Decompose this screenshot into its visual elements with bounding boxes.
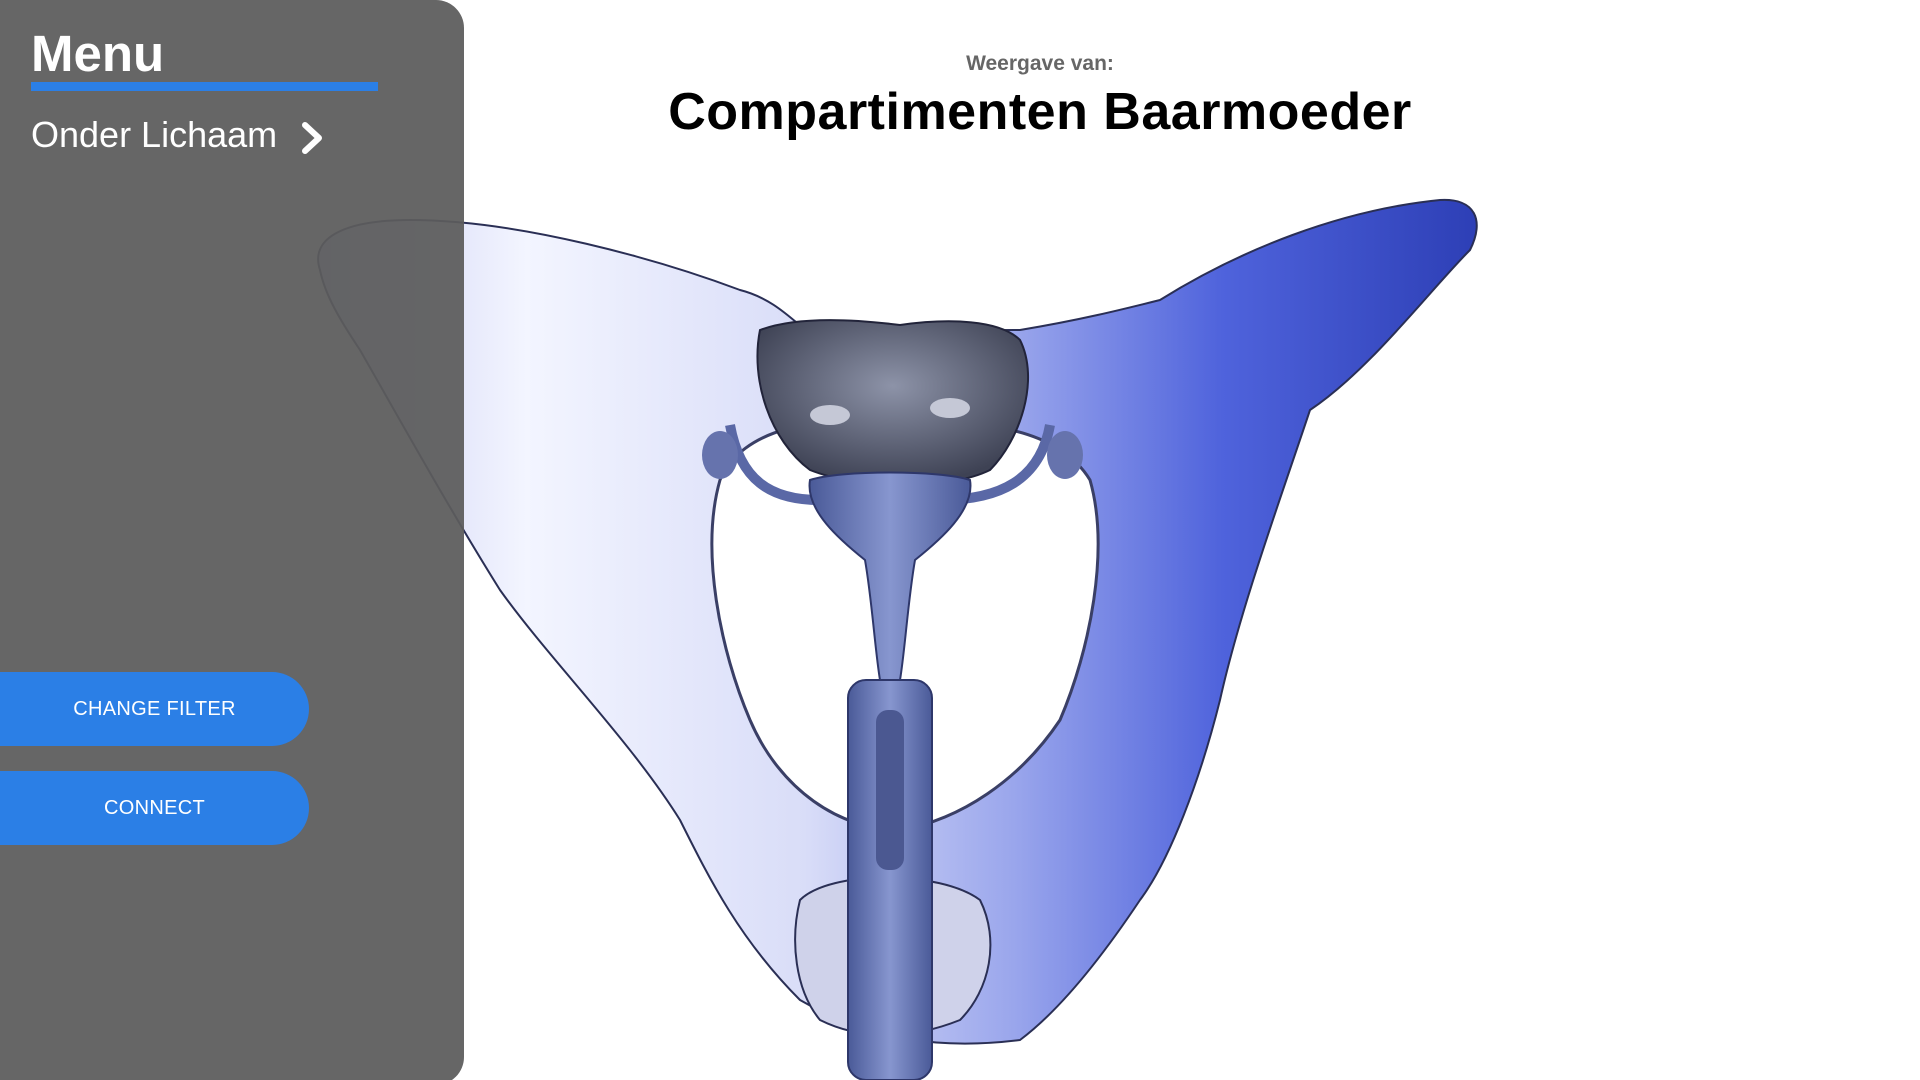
pelvis-model[interactable]	[300, 180, 1760, 1080]
view-subtitle: Weergave van:	[966, 52, 1114, 75]
connect-button[interactable]: CONNECT	[0, 771, 309, 845]
menu-item-onder-lichaam[interactable]: Onder Lichaam	[31, 114, 325, 156]
sacrum	[756, 319, 1029, 486]
change-filter-button[interactable]: CHANGE FILTER	[0, 672, 309, 746]
uterus	[808, 471, 972, 681]
chevron-right-icon	[299, 121, 325, 155]
sidebar-menu: Menu Onder Lichaam CHANGE FILTER CONNECT	[0, 0, 464, 1080]
menu-item-label: Onder Lichaam	[31, 114, 278, 155]
menu-title: Menu	[31, 25, 165, 82]
menu-title-underline	[31, 82, 378, 91]
view-title: Compartimenten Baarmoeder	[668, 83, 1412, 141]
sacral-foramen-right	[930, 398, 970, 418]
vaginal-rugae	[876, 710, 904, 870]
3d-model-viewer[interactable]	[300, 180, 1760, 1080]
ovary-right	[1047, 431, 1083, 479]
sacral-foramen-left	[810, 405, 850, 425]
vaginal-canal	[847, 679, 933, 1080]
view-header: Weergave van: Compartimenten Baarmoeder	[460, 50, 1620, 142]
ovary-left	[702, 431, 738, 479]
